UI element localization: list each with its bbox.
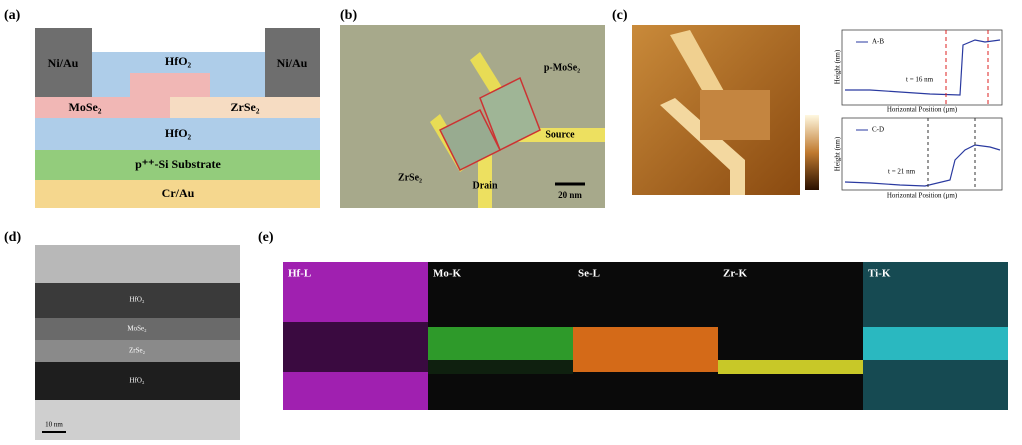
plot-bottom: C-D t = 21 nm Height (nm) Horizontal Pos… (834, 118, 1002, 200)
panel-label: (a) (4, 8, 21, 23)
panel-d: (d) HfO₂ MoSe₂ ZrSe₂ HfO₂ 10 nm (4, 230, 240, 440)
x-axis-label: Horizontal Position (μm) (887, 106, 958, 114)
map-region (283, 322, 428, 372)
y-axis-label: Height (nm) (834, 49, 842, 84)
annotation: t = 16 nm (906, 76, 934, 84)
layer-label: Ni/Au (277, 56, 308, 70)
layer (130, 73, 210, 97)
panel-a: (a) Ni/Au HfO₂ Ni/Au MoSe₂ ZrSe₂ HfO₂ p⁺… (4, 8, 320, 208)
map-region (863, 360, 1008, 410)
annotation: ZrSe₂ (398, 172, 422, 183)
layer-label: MoSe₂ (127, 325, 147, 333)
layer (35, 97, 170, 118)
legend-label: A-B (872, 38, 884, 46)
map-label: Mo-K (433, 268, 462, 280)
layer-label: MoSe₂ (69, 100, 102, 114)
layer-label: HfO₂ (130, 377, 145, 385)
map-label: Se-L (578, 268, 600, 280)
legend-label: C-D (872, 126, 884, 134)
color-bar (805, 115, 819, 190)
layer-label: Cr/Au (162, 186, 195, 200)
map-region (428, 327, 573, 360)
layer-label: HfO₂ (165, 54, 192, 68)
panel-c: (c) A-B t = 16 nm Height (nm) Horizontal… (612, 8, 1002, 199)
layer-label: Ni/Au (48, 56, 79, 70)
map-region (283, 372, 428, 410)
plot-top: A-B t = 16 nm Height (nm) Horizontal Pos… (834, 30, 1002, 114)
map-region (573, 327, 718, 372)
map-label: Hf-L (288, 268, 311, 280)
tem-region (35, 245, 240, 283)
map-label: Zr-K (723, 268, 747, 280)
layer-label: p⁺⁺-Si Substrate (135, 157, 221, 171)
panel-label: (c) (612, 8, 628, 23)
panel-e: (e) Hf-L Mo-K Se-L Zr-K Ti-K (258, 230, 1008, 410)
map-label: Ti-K (868, 268, 891, 280)
annotation: Source (545, 129, 575, 140)
plot-frame (842, 118, 1002, 190)
annotation: p-MoSe₂ (544, 62, 580, 73)
annotation: Drain (473, 180, 498, 191)
layer (210, 73, 265, 97)
map-region (863, 327, 1008, 360)
panel-label: (b) (340, 8, 357, 23)
panel-b: (b) p-MoSe₂ Source ZrSe₂ Drain 20 nm (340, 8, 605, 208)
layer (92, 73, 130, 97)
layer-label: HfO₂ (130, 296, 145, 304)
panel-label: (e) (258, 230, 274, 245)
map-region (718, 360, 863, 374)
y-axis-label: Height (nm) (834, 136, 842, 171)
layer-label: ZrSe₂ (231, 100, 260, 114)
scale-label: 10 nm (45, 421, 63, 429)
panel-label: (d) (4, 230, 21, 245)
flake (700, 90, 770, 140)
layer-label: ZrSe₂ (129, 347, 146, 355)
map-region (718, 262, 863, 410)
annotation: t = 21 nm (888, 168, 916, 176)
layer-label: HfO₂ (165, 126, 192, 140)
figure: (a) Ni/Au HfO₂ Ni/Au MoSe₂ ZrSe₂ HfO₂ p⁺… (0, 0, 1022, 445)
map-region (428, 360, 573, 374)
scale-label: 20 nm (558, 190, 582, 200)
x-axis-label: Horizontal Position (μm) (887, 192, 958, 200)
